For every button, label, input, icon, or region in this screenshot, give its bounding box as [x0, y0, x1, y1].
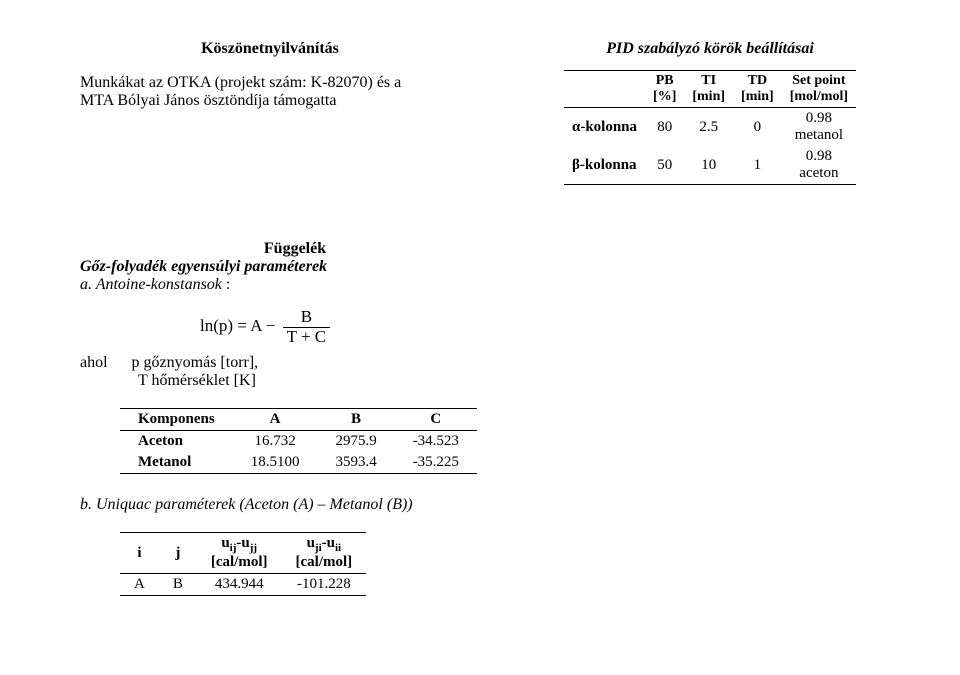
- appendix-sub1: Gőz-folyadék egyensúlyi paraméterek: [80, 258, 580, 276]
- pid-r1c3: 0: [733, 108, 782, 147]
- pid-h0: [564, 71, 645, 108]
- pid-r2c1: 50: [645, 146, 684, 185]
- appendix-sub3: b. Uniquac paraméterek (Aceton (A) – Met…: [80, 496, 580, 514]
- u-r1c1: B: [159, 574, 197, 596]
- pid-r2c2: 10: [684, 146, 733, 185]
- pid-heading: PID szabályzó körök beállításai: [500, 40, 920, 58]
- komp-row-metanol: Metanol 18.5100 3593.4 -35.225: [120, 452, 477, 474]
- u-r1c2: 434.944: [197, 574, 282, 596]
- pid-r2c4: 0.98aceton: [782, 146, 856, 185]
- pid-h2: TI[min]: [684, 71, 733, 108]
- eq-lhs: ln(p) = A −: [200, 316, 275, 335]
- u-h0: i: [120, 533, 159, 574]
- komp-r1c1: 16.732: [233, 431, 318, 453]
- t-text: T hőmérséklet [K]: [138, 372, 580, 390]
- eq-num: B: [283, 308, 331, 328]
- komp-h1: A: [233, 409, 318, 431]
- p-text: p gőznyomás [torr],: [132, 354, 259, 371]
- komp-r1c3: -34.523: [395, 431, 477, 453]
- komp-r2c2: 3593.4: [317, 452, 394, 474]
- u-r1c3: -101.228: [282, 574, 367, 596]
- ack-heading: Köszönetnyilvánítás: [80, 40, 460, 58]
- ahol: ahol: [80, 354, 108, 371]
- u-h3: uji-uii[cal/mol]: [282, 533, 367, 574]
- eq-den: T + C: [283, 328, 331, 347]
- pid-h3: TD[min]: [733, 71, 782, 108]
- pid-r2c0: β-kolonna: [564, 146, 645, 185]
- u-h2: uij-ujj[cal/mol]: [197, 533, 282, 574]
- appendix-block: Függelék Gőz-folyadék egyensúlyi paramét…: [80, 240, 580, 596]
- komp-h0: Komponens: [120, 409, 233, 431]
- ack-line2: MTA Bólyai János ösztöndíja támogatta: [80, 92, 460, 110]
- antoine-equation: ln(p) = A − B T + C: [200, 308, 580, 346]
- pid-row-alpha: α-kolonna 80 2.5 0 0.98metanol: [564, 108, 856, 147]
- komp-h2: B: [317, 409, 394, 431]
- komp-r2c0: Metanol: [120, 452, 233, 474]
- pid-h4: Set point[mol/mol]: [782, 71, 856, 108]
- komp-r1c2: 2975.9: [317, 431, 394, 453]
- appendix-sub2: a. Antoine-konstansok :: [80, 276, 580, 294]
- u-h1: j: [159, 533, 197, 574]
- pid-row-beta: β-kolonna 50 10 1 0.98aceton: [564, 146, 856, 185]
- pid-r1c0: α-kolonna: [564, 108, 645, 147]
- pid-r1c4: 0.98metanol: [782, 108, 856, 147]
- komp-r2c3: -35.225: [395, 452, 477, 474]
- eq-fraction: B T + C: [283, 308, 331, 346]
- pid-r1c2: 2.5: [684, 108, 733, 147]
- komponens-table: Komponens A B C Aceton 16.732 2975.9 -34…: [120, 408, 477, 474]
- uniquac-table: i j uij-ujj[cal/mol] uji-uii[cal/mol] A …: [120, 532, 366, 596]
- komp-r1c0: Aceton: [120, 431, 233, 453]
- komp-h3: C: [395, 409, 477, 431]
- pid-block: PID szabályzó körök beállításai PB[%] TI…: [500, 40, 920, 185]
- eq-explain: ahol p gőznyomás [torr],: [80, 354, 580, 372]
- acknowledgement-block: Köszönetnyilvánítás Munkákat az OTKA (pr…: [80, 40, 460, 110]
- pid-table: PB[%] TI[min] TD[min] Set point[mol/mol]…: [564, 70, 856, 185]
- ack-line1: Munkákat az OTKA (projekt szám: K-82070)…: [80, 74, 460, 92]
- u-r1c0: A: [120, 574, 159, 596]
- pid-h1: PB[%]: [645, 71, 684, 108]
- komp-row-aceton: Aceton 16.732 2975.9 -34.523: [120, 431, 477, 453]
- pid-r2c3: 1: [733, 146, 782, 185]
- appendix-title: Függelék: [10, 240, 580, 258]
- komp-r2c1: 18.5100: [233, 452, 318, 474]
- u-row: A B 434.944 -101.228: [120, 574, 366, 596]
- pid-r1c1: 80: [645, 108, 684, 147]
